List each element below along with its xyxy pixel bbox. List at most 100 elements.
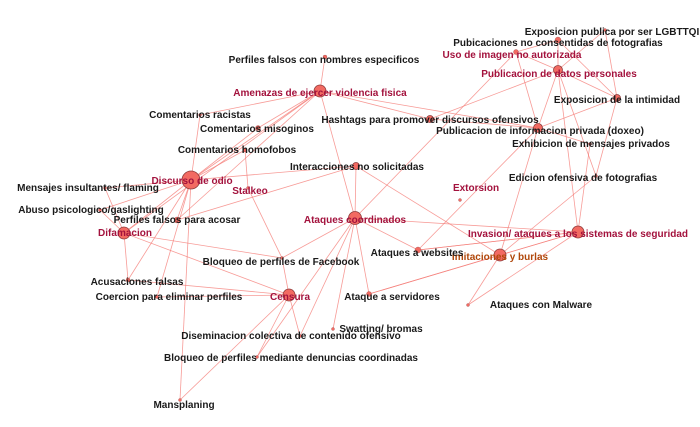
labels-layer: Perfiles falsos con nombres especificos A… <box>17 27 699 411</box>
node-label-misoginos: Comentarios misoginos <box>200 124 314 135</box>
edge-censura-acusaciones <box>127 279 290 296</box>
node-stalkeo[interactable] <box>246 186 250 190</box>
edge-doxeo-exhibicion <box>537 127 591 145</box>
node-label-hashtags: Hashtags para promover discursos ofensiv… <box>321 115 539 126</box>
node-uso_imagen[interactable] <box>513 49 519 55</box>
node-label-datos: Publicacion de datos personales <box>481 69 637 80</box>
edge-doxeo-intimidad <box>537 97 618 129</box>
node-label-amenazas: Amenazas de ejercer violencia fisica <box>233 88 407 99</box>
edge-odio-interacciones <box>190 165 357 181</box>
node-odio[interactable] <box>181 170 201 190</box>
node-edicion[interactable] <box>594 174 598 178</box>
node-swatting[interactable] <box>331 327 335 331</box>
node-perf_acosar[interactable] <box>173 216 181 224</box>
node-label-malware: Ataques con Malware <box>490 300 593 311</box>
edge-datos-invasion <box>557 69 579 233</box>
node-amenazas[interactable] <box>313 84 327 98</box>
node-label-mansplaning: Mansplaning <box>153 400 214 411</box>
node-label-lgbttqi: Exposicion publica por ser LGBTTQI <box>525 27 700 38</box>
edge-uso_imagen-doxeo <box>515 51 539 129</box>
node-malware[interactable] <box>466 303 470 307</box>
node-label-bloq_denuncias: Bloqueo de perfiles mediante denuncias c… <box>164 353 418 364</box>
node-difamacion[interactable] <box>117 226 131 240</box>
edge-coordinados-diseminacion <box>299 217 356 337</box>
edge-odio-difamacion <box>123 179 192 234</box>
node-coercion[interactable] <box>155 295 159 299</box>
edge-lgbttqi-intimidad <box>604 29 618 99</box>
edge-difamacion-acusaciones <box>123 232 129 281</box>
node-exhibicion[interactable] <box>588 142 592 146</box>
node-interacciones[interactable] <box>352 162 360 170</box>
node-label-stalkeo: Stalkeo <box>232 186 268 197</box>
node-label-censura: Censura <box>270 292 310 303</box>
node-abuso[interactable] <box>98 208 102 212</box>
node-censura[interactable] <box>282 288 296 302</box>
node-flaming[interactable] <box>103 186 107 190</box>
node-label-exhibicion: Exhibicion de mensajes privados <box>512 139 670 150</box>
node-intimidad[interactable] <box>613 94 621 102</box>
edge-amenazas-difamacion <box>123 90 321 234</box>
edge-amenazas-coordinados <box>319 90 356 219</box>
nodes-layer <box>98 28 621 402</box>
node-label-swatting: Swatting/ bromas <box>339 324 423 335</box>
node-label-racistas: Comentarios racistas <box>149 110 251 121</box>
edge-coordinados-swatting <box>332 217 356 330</box>
edge-odio-flaming <box>104 179 192 189</box>
node-pubicaciones[interactable] <box>554 36 562 44</box>
edge-amenazas-hashtags <box>319 90 431 120</box>
edge-odio-racistas <box>190 114 201 181</box>
edge-coordinados-bloq_denuncias <box>256 217 356 358</box>
node-label-interacciones: Interacciones no solicitadas <box>290 162 424 173</box>
node-label-websites: Ataques a websites <box>371 248 464 259</box>
edge-websites-invasion <box>417 231 579 251</box>
node-datos[interactable] <box>553 65 563 75</box>
node-diseminacion[interactable] <box>298 334 302 338</box>
node-racistas[interactable] <box>198 113 202 117</box>
node-invasion[interactable] <box>571 225 585 239</box>
edge-coordinados-uso_imagen <box>354 51 517 219</box>
edge-censura-coercion <box>156 294 290 298</box>
edge-datos-lgbttqi <box>557 29 606 71</box>
node-homofobos[interactable] <box>242 147 248 153</box>
edge-difamacion-censura <box>123 232 290 296</box>
node-label-perf_nombres: Perfiles falsos con nombres especificos <box>229 55 420 66</box>
node-label-difamacion: Difamacion <box>98 228 152 239</box>
edge-pubicaciones-intimidad <box>557 39 618 99</box>
edge-doxeo-imitaciones <box>499 127 539 256</box>
node-bloq_fb[interactable] <box>280 256 284 260</box>
node-label-intimidad: Exposicion de la intimidad <box>554 95 680 106</box>
edge-censura-bloq_denuncias <box>256 294 290 358</box>
edge-odio-abuso <box>99 179 192 211</box>
edge-hashtags-doxeo <box>429 118 539 129</box>
edge-odio-misoginos <box>190 127 259 181</box>
node-coordinados[interactable] <box>348 211 362 225</box>
edge-datos-edicion <box>557 69 597 177</box>
node-mansplaning[interactable] <box>178 398 182 402</box>
edge-amenazas-racistas <box>199 90 321 116</box>
node-extorsion[interactable] <box>458 198 462 202</box>
node-perf_nombres[interactable] <box>322 54 328 60</box>
node-lgbttqi[interactable] <box>603 28 607 32</box>
edge-coordinados-websites <box>354 217 419 251</box>
edge-flaming-difamacion <box>104 187 125 234</box>
edge-coordinados-bloq_fb <box>281 217 356 259</box>
node-acusaciones[interactable] <box>125 277 131 283</box>
edge-odio-homofobos <box>190 149 246 181</box>
node-label-abuso: Abuso psicologico/gaslighting <box>18 205 164 216</box>
node-bloq_denuncias[interactable] <box>255 355 259 359</box>
node-label-acusaciones: Acusaciones falsas <box>91 277 184 288</box>
node-label-servidores: Ataque a servidores <box>344 292 440 303</box>
node-websites[interactable] <box>414 246 422 254</box>
node-hashtags[interactable] <box>426 115 434 123</box>
node-doxeo[interactable] <box>533 123 543 133</box>
node-misoginos[interactable] <box>255 125 261 131</box>
edge-interacciones-imitaciones <box>355 165 501 256</box>
edge-datos-intimidad <box>557 69 618 99</box>
edge-edicion-imitaciones <box>499 175 597 256</box>
edge-censura-diseminacion <box>288 294 301 337</box>
edge-datos-uso_imagen <box>515 51 559 71</box>
edge-amenazas-doxeo <box>319 90 539 129</box>
node-servidores[interactable] <box>366 291 372 297</box>
node-imitaciones[interactable] <box>493 248 507 262</box>
